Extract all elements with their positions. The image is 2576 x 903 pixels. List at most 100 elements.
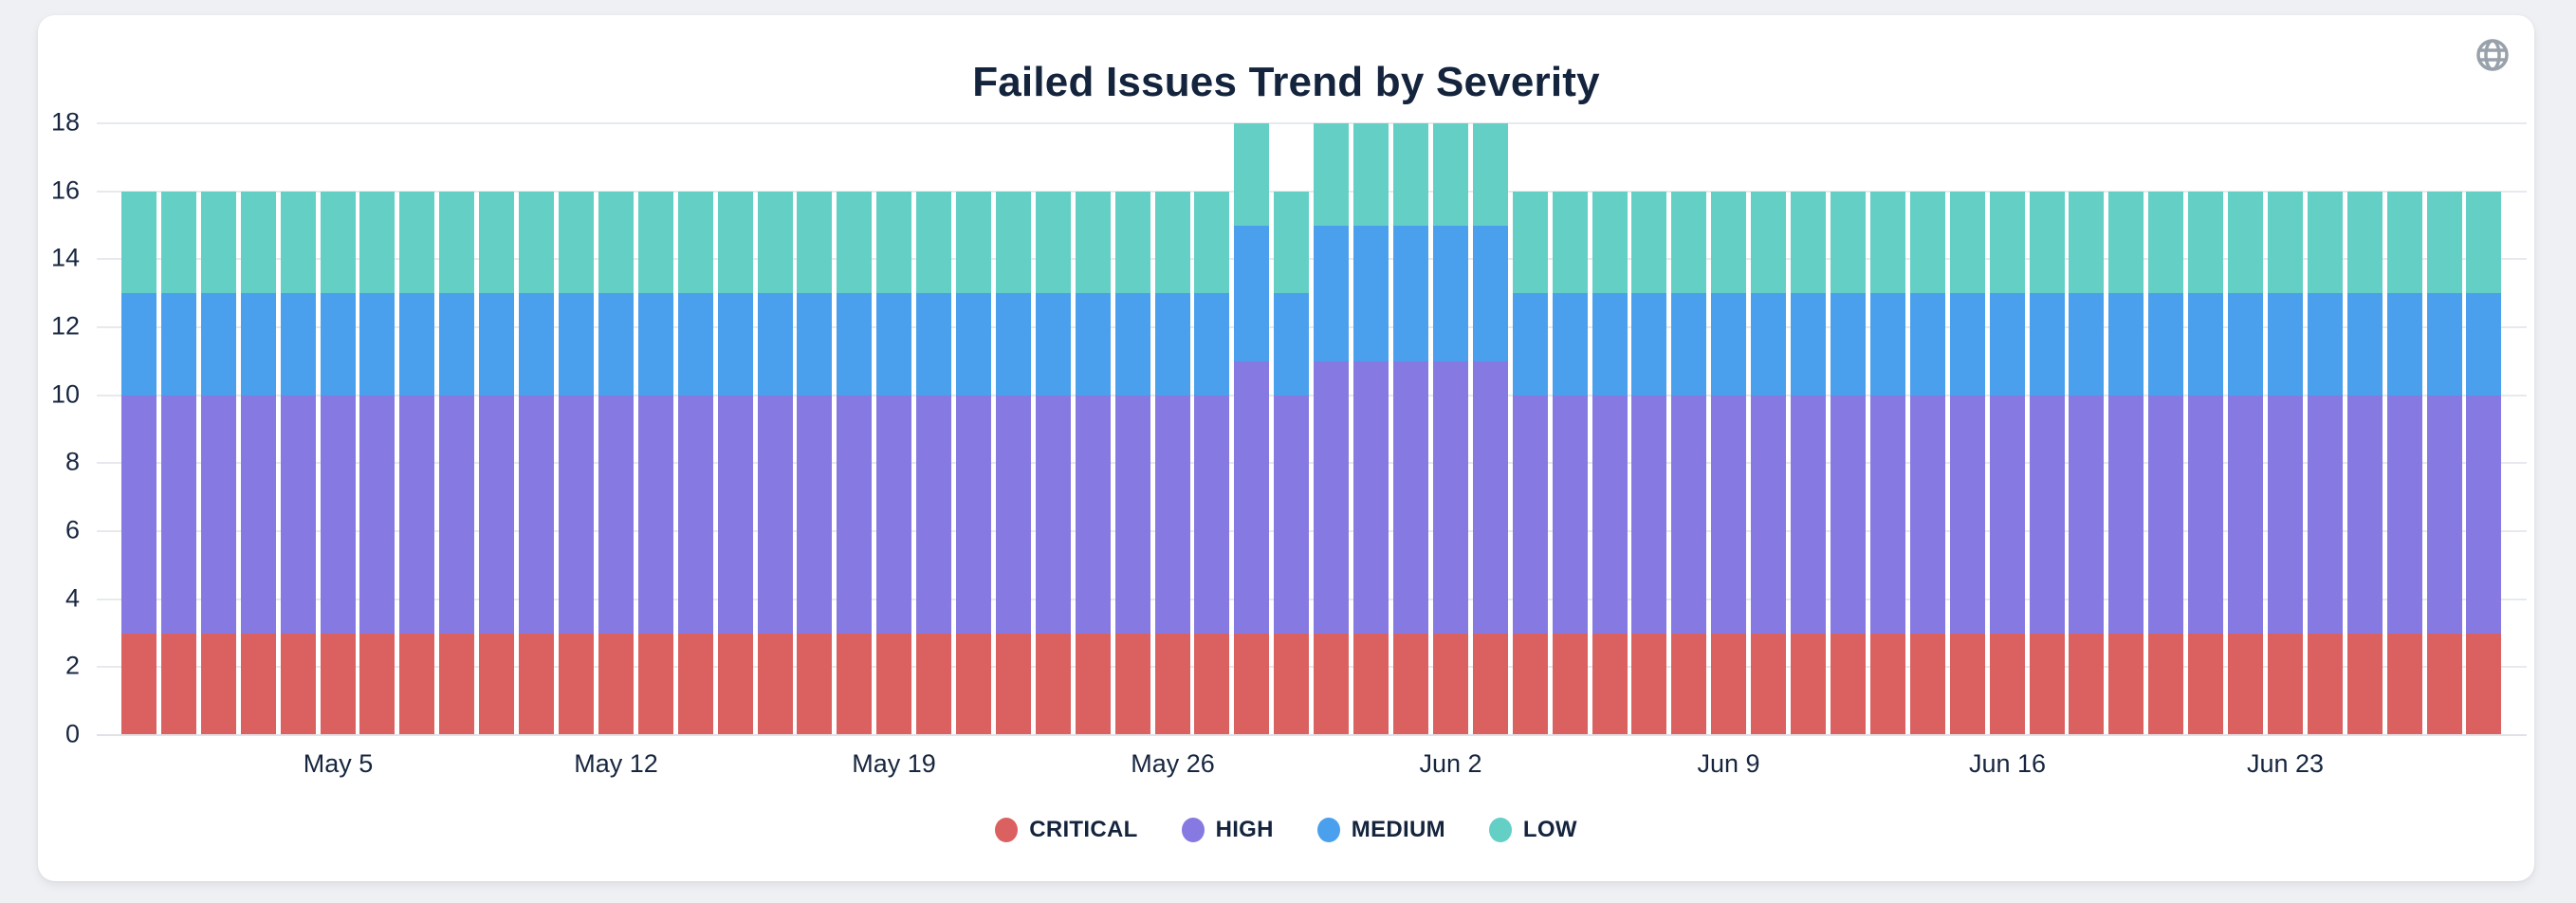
bar-segment-critical[interactable] <box>2188 633 2224 735</box>
bar-segment-medium[interactable] <box>995 293 1031 396</box>
bar-segment-low[interactable] <box>1154 191 1190 294</box>
bar-segment-high[interactable] <box>1552 395 1588 634</box>
bar-segment-medium[interactable] <box>1830 293 1866 396</box>
bar-segment-low[interactable] <box>1989 191 2025 294</box>
legend-item-medium[interactable]: MEDIUM <box>1316 817 1445 843</box>
bar-segment-high[interactable] <box>837 395 873 634</box>
bar-segment-high[interactable] <box>200 395 236 634</box>
bar-segment-high[interactable] <box>1075 395 1111 634</box>
bar-segment-low[interactable] <box>1592 191 1628 294</box>
bar-segment-low[interactable] <box>1751 191 1787 294</box>
bar-segment-critical[interactable] <box>479 633 515 735</box>
bar-segment-low[interactable] <box>637 191 673 294</box>
bar-segment-high[interactable] <box>1949 395 1985 634</box>
bar-segment-low[interactable] <box>1791 191 1827 294</box>
bar-segment-medium[interactable] <box>1989 293 2025 396</box>
bar-segment-medium[interactable] <box>2148 293 2184 396</box>
bar-segment-low[interactable] <box>519 191 555 294</box>
bar-segment-critical[interactable] <box>1393 633 1428 735</box>
bar-segment-low[interactable] <box>1711 191 1747 294</box>
bar-segment-medium[interactable] <box>2029 293 2065 396</box>
bar-segment-medium[interactable] <box>1949 293 1985 396</box>
bar-segment-critical[interactable] <box>2466 633 2502 735</box>
bar-segment-low[interactable] <box>677 191 713 294</box>
bar-segment-medium[interactable] <box>399 293 435 396</box>
bar-segment-low[interactable] <box>2029 191 2065 294</box>
bar-segment-high[interactable] <box>2466 395 2502 634</box>
bar-segment-medium[interactable] <box>2228 293 2264 396</box>
bar-segment-critical[interactable] <box>1830 633 1866 735</box>
bar-segment-high[interactable] <box>1393 360 1428 634</box>
bar-segment-critical[interactable] <box>637 633 673 735</box>
bar-segment-medium[interactable] <box>677 293 713 396</box>
bar-segment-critical[interactable] <box>1472 633 1508 735</box>
bar-segment-critical[interactable] <box>2108 633 2144 735</box>
bar-segment-critical[interactable] <box>717 633 753 735</box>
bar-segment-low[interactable] <box>2267 191 2303 294</box>
bar-segment-low[interactable] <box>2307 191 2343 294</box>
bar-segment-medium[interactable] <box>558 293 594 396</box>
bar-segment-low[interactable] <box>1075 191 1111 294</box>
bar-segment-high[interactable] <box>2307 395 2343 634</box>
bar-segment-low[interactable] <box>200 191 236 294</box>
bar-segment-low[interactable] <box>956 191 992 294</box>
bar-segment-medium[interactable] <box>240 293 276 396</box>
bar-segment-critical[interactable] <box>1234 633 1270 735</box>
bar-segment-medium[interactable] <box>837 293 873 396</box>
bar-segment-high[interactable] <box>1592 395 1628 634</box>
bar-segment-critical[interactable] <box>916 633 952 735</box>
bar-segment-high[interactable] <box>1035 395 1071 634</box>
bar-segment-high[interactable] <box>1512 395 1548 634</box>
bar-segment-low[interactable] <box>2466 191 2502 294</box>
bar-segment-medium[interactable] <box>1791 293 1827 396</box>
bar-segment-critical[interactable] <box>1194 633 1230 735</box>
bar-segment-critical[interactable] <box>1751 633 1787 735</box>
bar-segment-low[interactable] <box>876 191 912 294</box>
bar-segment-high[interactable] <box>519 395 555 634</box>
bar-segment-critical[interactable] <box>320 633 356 735</box>
bar-segment-low[interactable] <box>2188 191 2224 294</box>
bar-segment-critical[interactable] <box>1154 633 1190 735</box>
bar-segment-medium[interactable] <box>1075 293 1111 396</box>
bar-segment-medium[interactable] <box>280 293 316 396</box>
bar-segment-high[interactable] <box>876 395 912 634</box>
bar-segment-critical[interactable] <box>1791 633 1827 735</box>
bar-segment-medium[interactable] <box>2188 293 2224 396</box>
bar-segment-low[interactable] <box>1512 191 1548 294</box>
bar-segment-medium[interactable] <box>2346 293 2383 396</box>
bar-segment-critical[interactable] <box>2029 633 2065 735</box>
bar-segment-low[interactable] <box>2108 191 2144 294</box>
bar-segment-medium[interactable] <box>1314 225 1350 361</box>
bar-segment-critical[interactable] <box>519 633 555 735</box>
bar-segment-high[interactable] <box>1791 395 1827 634</box>
bar-segment-low[interactable] <box>1552 191 1588 294</box>
bar-segment-medium[interactable] <box>1194 293 1230 396</box>
bar-segment-critical[interactable] <box>1432 633 1468 735</box>
bar-segment-low[interactable] <box>837 191 873 294</box>
bar-segment-high[interactable] <box>1671 395 1707 634</box>
bar-segment-low[interactable] <box>320 191 356 294</box>
bar-segment-high[interactable] <box>1114 395 1150 634</box>
bar-segment-high[interactable] <box>1432 360 1468 634</box>
bar-segment-medium[interactable] <box>797 293 833 396</box>
bar-segment-medium[interactable] <box>2267 293 2303 396</box>
bar-segment-medium[interactable] <box>519 293 555 396</box>
bar-segment-low[interactable] <box>1472 123 1508 226</box>
bar-segment-high[interactable] <box>2346 395 2383 634</box>
legend-item-high[interactable]: HIGH <box>1181 817 1274 843</box>
bar-segment-high[interactable] <box>359 395 396 634</box>
bar-segment-low[interactable] <box>797 191 833 294</box>
bar-segment-low[interactable] <box>280 191 316 294</box>
bar-segment-low[interactable] <box>1035 191 1071 294</box>
bar-segment-high[interactable] <box>1869 395 1905 634</box>
bar-segment-high[interactable] <box>1353 360 1389 634</box>
bar-segment-low[interactable] <box>2426 191 2462 294</box>
bar-segment-critical[interactable] <box>200 633 236 735</box>
bar-segment-medium[interactable] <box>956 293 992 396</box>
bar-segment-medium[interactable] <box>1353 225 1389 361</box>
bar-segment-medium[interactable] <box>757 293 793 396</box>
bar-segment-medium[interactable] <box>1432 225 1468 361</box>
bar-segment-critical[interactable] <box>359 633 396 735</box>
bar-segment-high[interactable] <box>797 395 833 634</box>
bar-segment-critical[interactable] <box>1671 633 1707 735</box>
